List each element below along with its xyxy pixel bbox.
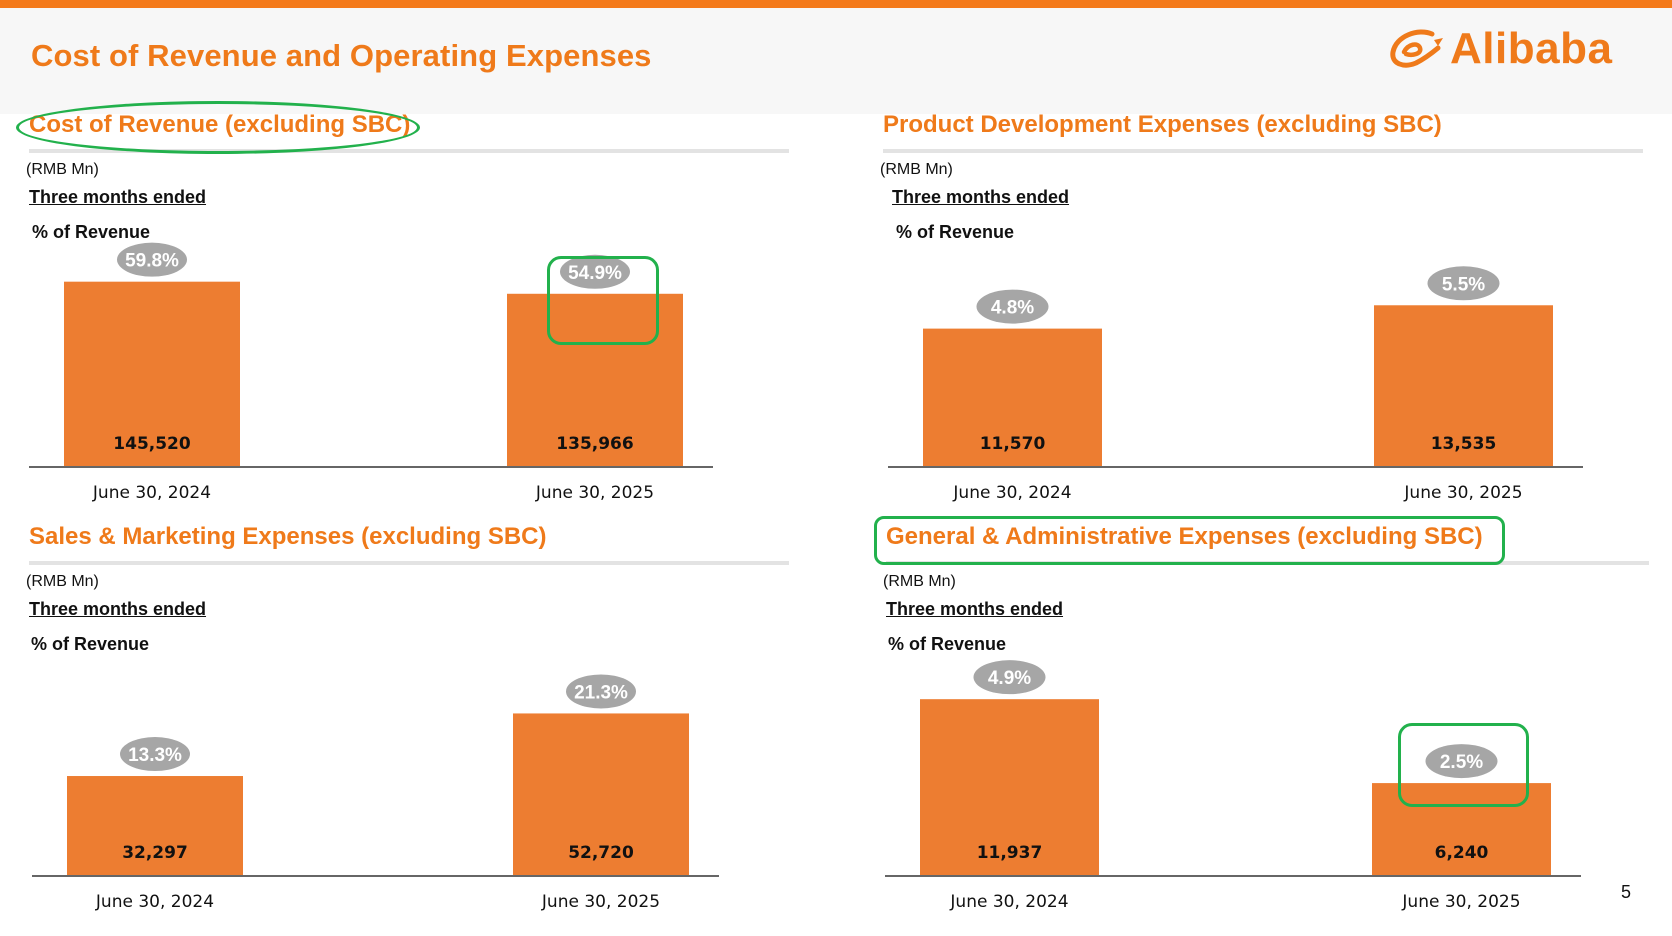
pct-badge-label: 59.8% <box>125 251 179 272</box>
alibaba-logo-text: Alibaba <box>1450 24 1613 73</box>
period-label: Three months ended <box>886 599 1064 619</box>
bar-value-label: 13,535 <box>1431 434 1497 454</box>
pct-badge-label: 2.5% <box>1440 752 1483 773</box>
pct-badge <box>117 242 187 277</box>
pct-badge <box>1425 744 1498 779</box>
product-development-panel: Product Development Expenses (excluding … <box>880 111 1653 507</box>
unit-label: (RMB Mn) <box>26 573 99 590</box>
highlight-cost-of-revenue-2025-pct <box>547 256 659 345</box>
unit-label: (RMB Mn) <box>883 573 956 590</box>
bar-chart: 11,570 4.8% June 30, 2024 13,535 5.5% June 30… <box>888 266 1583 503</box>
title-divider <box>29 149 789 153</box>
bar-chart: 11,937 4.9% June 30, 2024 6,240 2.5% June 30,… <box>885 660 1581 912</box>
bar <box>67 776 243 875</box>
category-tick-label: June 30, 2024 <box>949 892 1068 912</box>
bar <box>920 699 1099 875</box>
unit-label: (RMB Mn) <box>880 161 953 178</box>
bar-value-label: 6,240 <box>1435 843 1489 863</box>
category-tick-label: June 30, 2024 <box>952 483 1071 503</box>
category-tick-label: June 30, 2024 <box>92 483 211 503</box>
pct-of-revenue-label: % of Revenue <box>31 634 150 654</box>
period-label: Three months ended <box>29 599 207 619</box>
alibaba-logo: Alibaba <box>1388 24 1612 74</box>
bar <box>513 713 689 875</box>
top-accent-bar <box>0 0 1672 8</box>
pct-badge-label: 4.9% <box>988 668 1031 689</box>
bar-value-label: 11,937 <box>977 843 1043 863</box>
pct-badge <box>566 674 636 709</box>
category-tick-label: June 30, 2025 <box>535 483 654 503</box>
page-number: 5 <box>1621 882 1632 902</box>
pct-badge-label: 5.5% <box>1442 274 1485 295</box>
general-administrative-panel: General & Administrative Expenses (exclu… <box>883 523 1656 919</box>
pct-badge-label: 13.3% <box>128 745 182 766</box>
bar <box>1374 305 1553 466</box>
pct-badge <box>1427 266 1500 301</box>
category-tick-label: June 30, 2024 <box>95 892 214 912</box>
highlight-ga-2025-pct <box>1398 723 1529 807</box>
bar-chart: 145,520 59.8% June 30, 2024 135,966 54.9% Jun… <box>29 242 713 503</box>
pct-badge <box>560 254 630 289</box>
pct-badge-label: 54.9% <box>568 263 622 284</box>
panel-title: Sales & Marketing Expenses (excluding SB… <box>29 523 547 550</box>
category-tick-label: June 30, 2025 <box>1401 892 1520 912</box>
bar <box>923 328 1102 466</box>
title-divider <box>29 561 789 565</box>
pct-of-revenue-label: % of Revenue <box>896 222 1015 242</box>
cost-of-revenue-panel: Cost of Revenue (excluding SBC) (RMB Mn)… <box>26 111 799 507</box>
category-tick-label: June 30, 2025 <box>541 892 660 912</box>
bar <box>507 293 683 466</box>
panel-title: Product Development Expenses (excluding … <box>883 111 1442 138</box>
unit-label: (RMB Mn) <box>26 161 99 178</box>
pct-badge <box>120 737 190 772</box>
bar-value-label: 135,966 <box>556 434 633 454</box>
title-divider <box>883 149 1643 153</box>
bar-value-label: 52,720 <box>568 843 634 863</box>
category-tick-label: June 30, 2025 <box>1403 483 1522 503</box>
pct-of-revenue-label: % of Revenue <box>888 634 1007 654</box>
alibaba-logo-icon <box>1388 26 1446 72</box>
panel-title: General & Administrative Expenses (exclu… <box>886 523 1483 550</box>
pct-badge-label: 4.8% <box>991 298 1034 319</box>
bar <box>64 281 240 466</box>
pct-badge <box>976 289 1049 324</box>
bar-value-label: 145,520 <box>113 434 191 454</box>
page-title: Cost of Revenue and Operating Expenses <box>31 38 652 73</box>
pct-badge <box>973 660 1046 695</box>
period-label: Three months ended <box>892 187 1070 207</box>
sales-marketing-panel: Sales & Marketing Expenses (excluding SB… <box>26 523 799 919</box>
pct-badge-label: 21.3% <box>574 682 628 703</box>
bar-chart: 32,297 13.3% June 30, 2024 52,720 21.3% June … <box>32 674 719 912</box>
highlight-cost-of-revenue-title <box>16 101 420 154</box>
period-label: Three months ended <box>29 187 207 207</box>
bar-value-label: 32,297 <box>122 843 188 863</box>
highlight-ga-title <box>874 516 1505 565</box>
pct-of-revenue-label: % of Revenue <box>32 222 151 242</box>
bar-value-label: 11,570 <box>980 434 1046 454</box>
